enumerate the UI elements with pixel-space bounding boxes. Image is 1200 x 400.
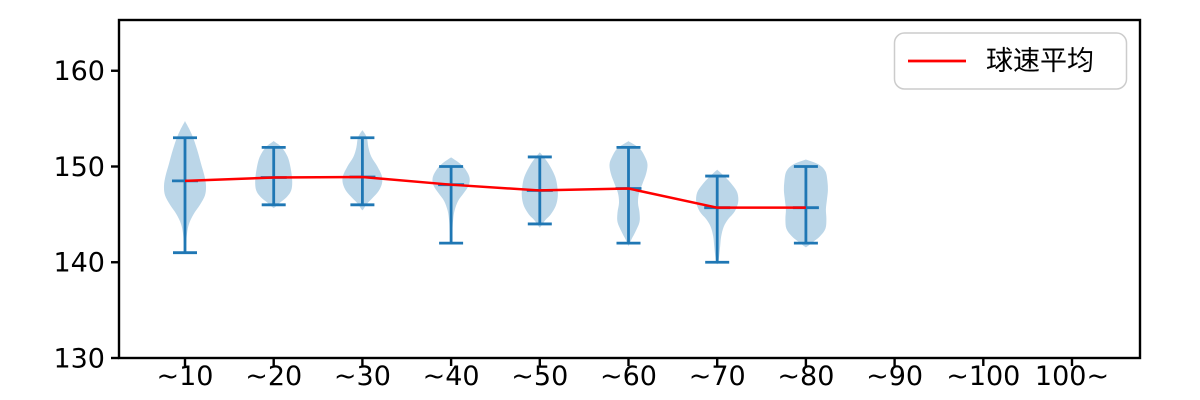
- plot-area: 130 140 150 160 ~10 ~20 ~30 ~40 ~50 ~60 ~70 ~80 ~90 ~…: [53, 18, 1142, 392]
- y-tick-label: 140: [53, 248, 105, 279]
- x-tick-label: ~20: [245, 361, 302, 392]
- x-tick-label: ~100: [946, 361, 1020, 392]
- x-tick-label: ~50: [511, 361, 568, 392]
- x-tick-label: ~30: [334, 361, 391, 392]
- y-tick-label: 150: [53, 152, 105, 183]
- x-tick-label: ~60: [600, 361, 657, 392]
- legend-box: [893, 32, 1128, 90]
- x-tick-label: ~40: [423, 361, 480, 392]
- x-tick-label: ~70: [689, 361, 746, 392]
- x-tick-label: 100~: [1035, 361, 1109, 392]
- x-tick-label: ~10: [157, 361, 214, 392]
- x-tick-label: ~90: [866, 361, 923, 392]
- legend: 球速平均: [893, 32, 1128, 90]
- y-tick-label: 130: [53, 344, 105, 375]
- y-tick-label: 160: [53, 56, 105, 87]
- mean-line: [184, 175, 806, 209]
- x-tick-label: ~80: [777, 361, 834, 392]
- legend-label: 球速平均: [986, 46, 1094, 77]
